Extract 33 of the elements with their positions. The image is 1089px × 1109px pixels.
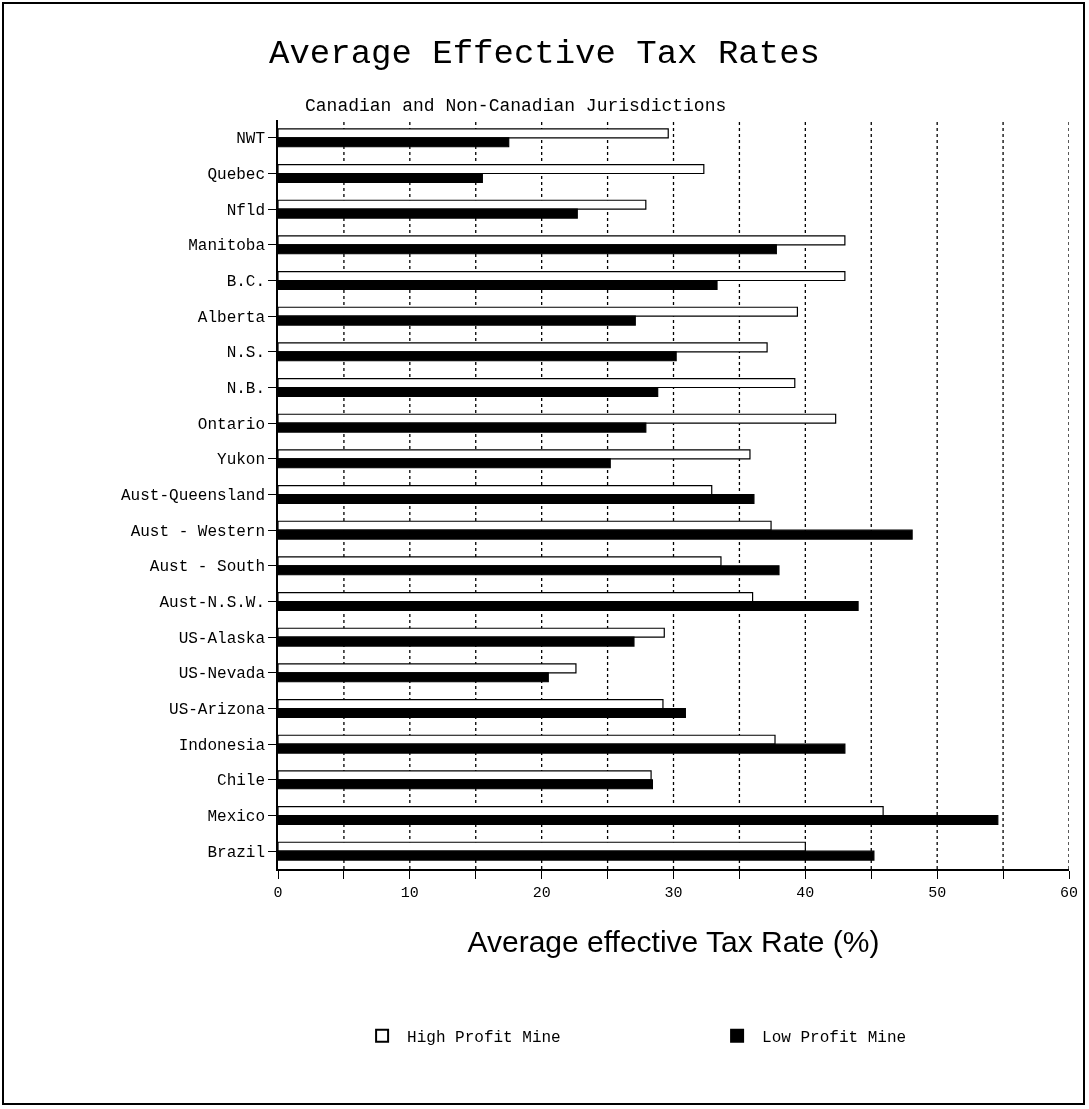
y-tick-label: Yukon [217,451,266,470]
y-tick-label: Aust-Queensland [121,487,266,506]
y-tick-label: Manitoba [188,237,266,256]
chart-title: Average Effective Tax Rates [269,34,820,73]
x-tick-label: 0 [273,884,283,902]
x-tick-label: 60 [1059,884,1079,902]
y-tick-label: Aust - Western [130,522,266,541]
x-axis-title: Average effective Tax Rate (%) [467,924,880,958]
y-tick-label: Alberta [197,308,266,327]
x-tick-label: 40 [796,884,815,902]
legend-label: High Profit Mine [407,1028,561,1047]
y-tick-label: Brazil [207,843,266,862]
y-tick-label: Ontario [197,415,266,434]
y-tick-label: Mexico [207,808,266,827]
x-tick-label: 20 [532,884,551,902]
y-tick-label: US-Arizona [169,701,266,720]
y-tick-label: Quebec [207,166,266,185]
y-tick-label: B.C. [226,273,266,292]
y-tick-label: US-Alaska [178,629,266,648]
y-tick-label: Nfld [226,201,266,220]
y-tick-label: Aust-N.S.W. [159,594,266,613]
legend-label: Low Profit Mine [762,1028,907,1047]
y-tick-label: NWT [236,130,266,149]
x-tick-label: 10 [400,884,419,902]
y-tick-label: Indonesia [178,736,266,755]
y-tick-label: N.S. [226,344,266,363]
chart-subtitle: Canadian and Non-Canadian Jurisdictions [305,96,727,116]
y-tick-label: Aust - South [149,558,266,577]
y-tick-label: US-Nevada [178,665,266,684]
y-tick-label: Chile [217,772,266,791]
y-tick-label: N.B. [226,380,266,399]
x-tick-label: 30 [664,884,683,902]
x-tick-label: 50 [928,884,947,902]
